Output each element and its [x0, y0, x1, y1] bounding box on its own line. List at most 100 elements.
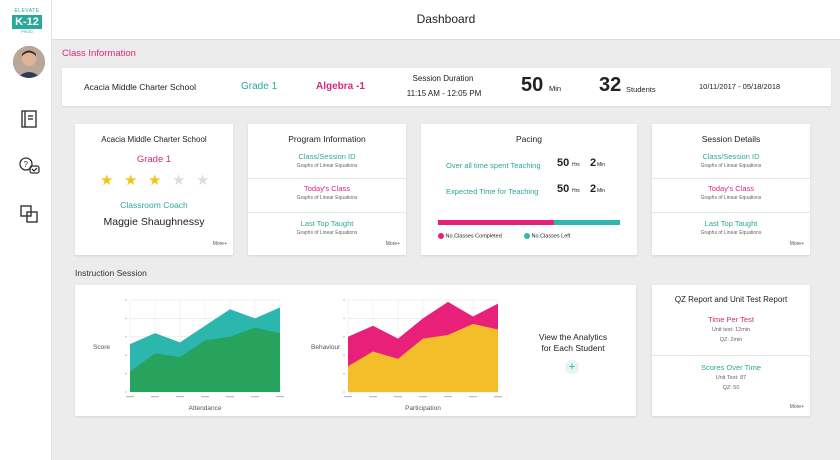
x-tick	[151, 396, 159, 398]
program-row-sub: Graphs of Linear Equations	[296, 195, 358, 201]
divider	[248, 212, 406, 213]
session-row-sub: Graphs of Linear Equations	[700, 195, 762, 201]
session-row-label[interactable]: Class/Session ID	[702, 152, 760, 161]
y-tick	[125, 336, 127, 338]
program-row: Class/Session ID Graphs of Linear Equati…	[248, 152, 406, 169]
y-axis-label: Score	[93, 344, 110, 351]
y-tick	[125, 354, 127, 356]
left-dot-icon	[524, 233, 530, 239]
y-tick	[125, 317, 127, 320]
completed-dot-icon	[438, 233, 444, 239]
school-card-more-link[interactable]: More+	[212, 241, 227, 247]
add-analytics-button[interactable]: +	[565, 360, 579, 374]
program-info-title: Program Information	[288, 134, 366, 144]
star-icon: ★	[124, 172, 138, 189]
x-tick	[444, 396, 452, 398]
divider	[248, 178, 406, 179]
class-info-title: Class Information	[62, 48, 136, 59]
session-row-label[interactable]: Last Top Taught	[704, 219, 758, 228]
pacing-hrs-value: 50	[557, 157, 570, 169]
pacing-progress-completed	[438, 220, 555, 225]
pacing-progress-left	[554, 220, 620, 225]
logo[interactable]: ELEVATE K-12 PROD	[12, 8, 42, 34]
divider	[652, 178, 810, 179]
y-tick	[343, 299, 345, 301]
pacing-hrs-unit: Hrs	[572, 188, 580, 194]
x-tick	[419, 396, 427, 398]
legend-completed-label: No.Classes Completed	[445, 233, 502, 240]
coach-label: Classroom Coach	[120, 200, 188, 210]
minutes-value: 50	[521, 74, 544, 96]
school-card-grade: Grade 1	[136, 154, 172, 165]
pacing-min-unit: Min	[597, 162, 606, 168]
program-row: Last Top Taught Graphs of Linear Equatio…	[248, 219, 406, 236]
pacing-min-unit: Min	[597, 188, 606, 194]
x-tick	[469, 396, 477, 398]
logo-top-text: ELEVATE	[14, 8, 40, 14]
class-subject: Algebra -1	[316, 81, 365, 92]
x-tick	[201, 396, 209, 398]
qz-time-label[interactable]: Time Per Test	[708, 315, 754, 324]
logo-main-text: K-12	[12, 15, 42, 29]
chat-question-icon[interactable]: ?	[18, 155, 40, 177]
school-card: Acacia Middle Charter School Grade 1 Cla…	[75, 124, 233, 255]
students-unit: Students	[626, 85, 656, 94]
coach-name: Maggie Shaughnessy	[103, 216, 205, 228]
x-axis-label: Attendance	[189, 405, 222, 412]
logo-sub-text: PROD	[21, 29, 33, 34]
program-row-sub: Graphs of Linear Equations	[296, 230, 358, 236]
session-row-label[interactable]: Today's Class	[707, 184, 755, 193]
qz-time-row: Unit test: 12min	[711, 327, 751, 333]
divider	[652, 355, 810, 356]
students-value: 32	[599, 74, 622, 96]
program-row-label[interactable]: Today's Class	[303, 184, 351, 193]
qz-score-row: Unit Test: 87	[715, 375, 747, 381]
participation-behaviour-chart: Behaviour Participation	[311, 299, 502, 412]
x-tick	[344, 396, 352, 398]
x-tick	[494, 396, 502, 398]
area-series-1	[348, 323, 498, 392]
qz-scores-label[interactable]: Scores Over Time	[700, 363, 761, 372]
pacing-min-value: 2	[590, 157, 597, 169]
layers-icon[interactable]	[18, 203, 40, 225]
legend-left-label: No.Classes Left	[531, 233, 571, 240]
star-icon: ★	[196, 172, 210, 189]
qz-score-row: QZ: 50	[722, 385, 740, 391]
x-tick	[126, 396, 134, 398]
minutes-unit: Min	[549, 84, 562, 93]
pacing-hrs-value: 50	[557, 183, 570, 195]
y-tick	[343, 372, 345, 375]
svg-text:?: ?	[24, 160, 29, 169]
class-school: Acacia Middle Charter School	[84, 82, 196, 92]
pacing-progress-bar	[438, 220, 620, 225]
program-row-sub: Graphs of Linear Equations	[296, 163, 358, 169]
qz-report-title: QZ Report and Unit Test Report	[674, 295, 788, 304]
y-tick	[343, 391, 345, 393]
program-row-label[interactable]: Class/Session ID	[298, 152, 356, 161]
class-grade: Grade 1	[241, 81, 278, 92]
y-tick	[125, 391, 127, 393]
star-icon: ★	[172, 172, 186, 189]
qz-time-row: QZ: 2min	[719, 337, 743, 343]
session-card-more-link[interactable]: More+	[789, 241, 804, 247]
book-icon[interactable]	[18, 108, 40, 130]
program-card-more-link[interactable]: More+	[385, 241, 400, 247]
session-details-title: Session Details	[701, 134, 761, 144]
attendance-score-chart: Score Attendance	[93, 299, 284, 412]
avatar[interactable]	[13, 46, 45, 78]
area-series-1	[130, 327, 280, 392]
instruction-session-card: Score Attendance Behaviour Participation V…	[75, 285, 636, 416]
y-tick	[125, 372, 127, 375]
program-row-label[interactable]: Last Top Taught	[300, 219, 354, 228]
qz-card-more-link[interactable]: More+	[789, 404, 804, 410]
pacing-card: Pacing Over all time spent Teaching 50 H…	[421, 124, 637, 255]
y-tick	[343, 354, 345, 356]
session-row: Class/Session ID Graphs of Linear Equati…	[652, 152, 810, 169]
y-axis-label: Behaviour	[311, 344, 341, 351]
session-row-sub: Graphs of Linear Equations	[700, 230, 762, 236]
star-icon: ★	[100, 172, 114, 189]
date-range: 10/11/2017 - 05/18/2018	[699, 82, 781, 91]
pacing-min-value: 2	[590, 183, 597, 195]
divider	[652, 212, 810, 213]
x-tick	[369, 396, 377, 398]
